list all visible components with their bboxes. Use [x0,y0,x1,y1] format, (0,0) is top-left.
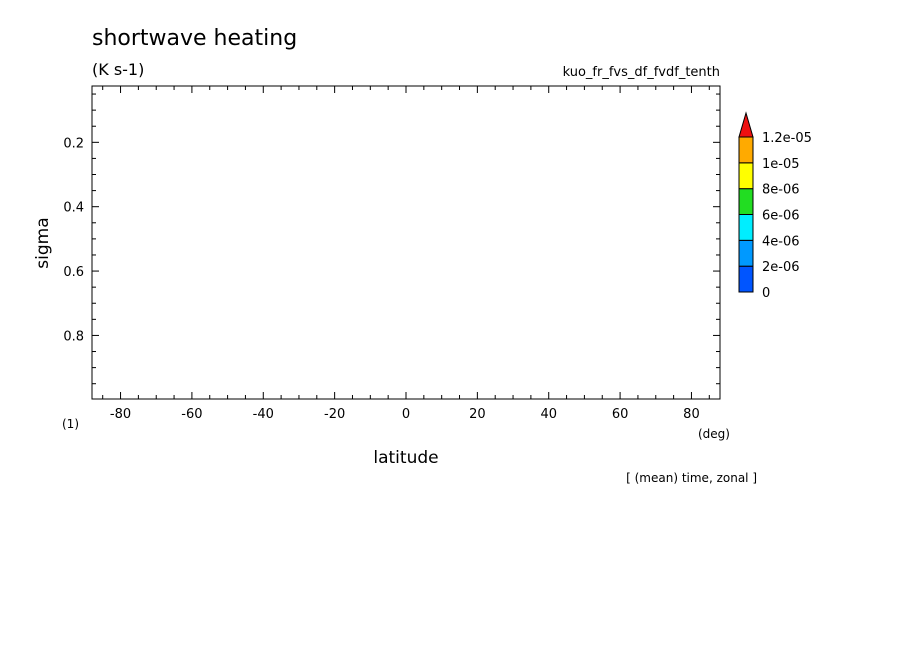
x-axis: -80 -60 -40 -20 0 20 40 60 80 [102,86,710,422]
colorbar-swatch [738,136,754,164]
x-tick-label: -40 [253,407,274,422]
y-tick-label: 0.8 [63,329,84,344]
colorbar-label: 1.2e-05 [762,131,812,146]
colorbar-label: 2e-06 [762,260,800,275]
colorbar-swatch [738,265,754,293]
y-tick-label: 0.2 [63,136,84,151]
colorbar-swatch [738,188,754,216]
x-tick-label: 60 [612,407,629,422]
x-axis-label: latitude [373,448,438,468]
colorbar-extend-arrow [738,111,754,138]
colorbar-label: 8e-06 [762,183,800,198]
x-tick-label: 40 [540,407,557,422]
y-axis-units: (1) [62,417,79,431]
colorbar-swatch [738,239,754,267]
x-tick-label: 0 [402,407,410,422]
colorbar-label: 4e-06 [762,234,800,249]
x-axis-units: (deg) [698,427,730,441]
chart-title: shortwave heating [92,26,297,51]
colorbar-label: 0 [762,286,770,301]
x-tick-label: 20 [469,407,486,422]
y-axis-label: sigma [33,217,53,268]
colorbar-swatch [738,162,754,190]
x-tick-label: -80 [110,407,131,422]
colorbar: 0 2e-06 4e-06 6e-06 8e-06 1e-05 1.2e-05 [738,111,812,301]
footnote: [ (mean) time, zonal ] [626,471,757,485]
x-tick-label: -20 [324,407,345,422]
x-tick-label: 80 [683,407,700,422]
experiment-label: kuo_fr_fvs_df_fvdf_tenth [563,65,720,80]
plot-frame [91,85,721,400]
chart-units: (K s-1) [92,60,144,79]
x-tick-label: -60 [181,407,202,422]
colorbar-swatch [738,214,754,241]
colorbar-label: 1e-05 [762,157,800,172]
colorbar-label: 6e-06 [762,209,800,224]
y-axis: 0.2 0.4 0.6 0.8 [63,93,720,385]
y-tick-label: 0.6 [63,265,84,280]
y-tick-label: 0.4 [63,201,84,216]
